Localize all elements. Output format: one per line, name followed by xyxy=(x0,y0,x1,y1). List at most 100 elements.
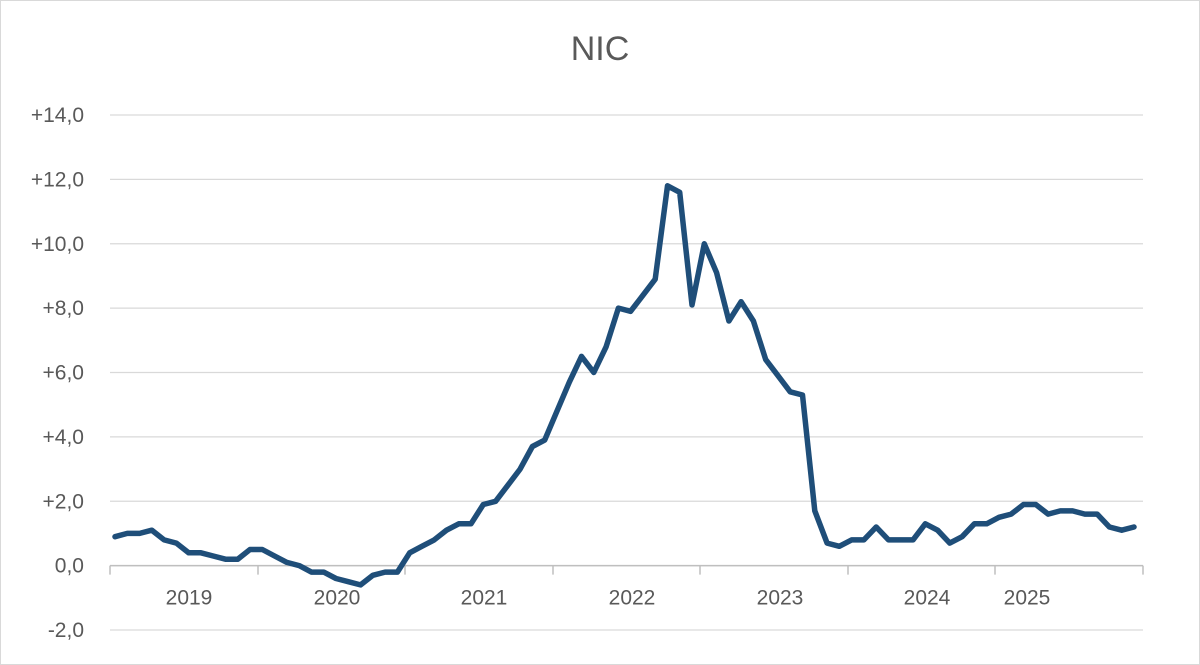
x-tick-label: 2021 xyxy=(461,587,508,610)
x-tick-label: 2024 xyxy=(904,587,951,610)
data-point xyxy=(787,389,793,395)
data-point xyxy=(640,292,646,298)
data-point xyxy=(1119,527,1125,533)
series-line xyxy=(112,183,1137,588)
data-point xyxy=(763,357,769,362)
data-point xyxy=(1082,511,1088,517)
data-point xyxy=(1094,511,1100,517)
data-point xyxy=(616,305,621,311)
data-point xyxy=(1107,524,1112,530)
data-point xyxy=(149,527,155,533)
data-point xyxy=(861,537,867,543)
data-point xyxy=(984,521,990,527)
data-point xyxy=(591,370,597,375)
data-point xyxy=(370,572,376,578)
data-point xyxy=(665,183,670,189)
data-point xyxy=(738,299,744,305)
data-point xyxy=(210,553,216,559)
data-point xyxy=(714,270,719,276)
data-point xyxy=(935,527,940,533)
data-point xyxy=(272,553,277,559)
data-point xyxy=(1021,502,1026,507)
data-point xyxy=(284,560,290,565)
y-tick-label: +4,0 xyxy=(43,426,84,449)
data-point xyxy=(296,563,302,568)
data-point xyxy=(554,408,560,414)
data-point xyxy=(247,547,253,552)
data-point xyxy=(419,543,425,549)
data-point xyxy=(726,318,732,324)
data-point xyxy=(161,537,167,543)
data-point xyxy=(321,569,327,575)
y-tick-label: +2,0 xyxy=(43,490,84,513)
data-point xyxy=(505,482,511,488)
data-point xyxy=(849,537,854,543)
y-tick-label: 0,0 xyxy=(55,555,84,578)
data-point xyxy=(677,189,683,195)
data-point xyxy=(186,550,192,556)
data-point xyxy=(542,437,548,443)
data-point xyxy=(873,524,879,530)
data-point xyxy=(395,569,400,575)
data-point xyxy=(259,547,265,552)
x-tick-label: 2025 xyxy=(1004,587,1051,610)
data-point xyxy=(1070,508,1075,514)
y-tick-label: +10,0 xyxy=(31,233,84,256)
data-point xyxy=(358,582,363,588)
data-point xyxy=(174,540,179,546)
data-point xyxy=(493,498,498,504)
data-point xyxy=(468,521,474,527)
data-point xyxy=(198,550,204,556)
data-point xyxy=(751,318,756,324)
chart-title: NIC xyxy=(570,30,630,68)
data-point xyxy=(701,241,707,247)
data-point xyxy=(812,508,818,514)
data-point xyxy=(1131,524,1137,530)
data-point xyxy=(223,556,228,562)
data-point xyxy=(1008,511,1014,517)
y-tick-label: +14,0 xyxy=(31,104,84,127)
data-point xyxy=(1033,502,1039,507)
y-tick-label: +12,0 xyxy=(31,168,84,191)
y-tick-label: -2,0 xyxy=(48,619,84,642)
data-point xyxy=(566,379,572,385)
data-point xyxy=(898,537,904,543)
data-point xyxy=(480,502,486,507)
data-point xyxy=(628,308,633,314)
data-point xyxy=(407,550,413,556)
data-point xyxy=(345,579,351,585)
data-point xyxy=(886,537,891,543)
data-point xyxy=(456,521,462,527)
x-tick-label: 2020 xyxy=(314,587,361,610)
data-point xyxy=(431,537,437,543)
data-point xyxy=(824,540,830,546)
data-point xyxy=(530,444,535,449)
data-point xyxy=(235,556,241,562)
data-point xyxy=(972,521,977,527)
data-point xyxy=(1057,508,1063,514)
y-tick-label: +6,0 xyxy=(43,362,84,385)
data-point xyxy=(333,576,339,581)
data-point xyxy=(1045,511,1051,517)
data-point xyxy=(517,466,523,472)
x-tick-label: 2019 xyxy=(166,587,213,610)
data-point xyxy=(800,392,805,398)
data-point xyxy=(922,521,928,527)
data-point xyxy=(836,543,842,549)
data-point xyxy=(444,527,449,533)
data-point xyxy=(112,534,118,540)
data-point xyxy=(947,540,953,546)
data-point xyxy=(579,354,584,359)
data-point xyxy=(689,302,695,308)
x-tick-label: 2023 xyxy=(757,587,804,610)
data-point xyxy=(603,344,609,350)
data-point xyxy=(382,569,388,575)
data-point xyxy=(910,537,916,543)
y-tick-label: +8,0 xyxy=(43,297,84,320)
data-point xyxy=(775,373,781,379)
data-point xyxy=(959,534,965,540)
data-point xyxy=(137,531,143,536)
data-point xyxy=(124,531,130,536)
data-point xyxy=(996,514,1002,520)
